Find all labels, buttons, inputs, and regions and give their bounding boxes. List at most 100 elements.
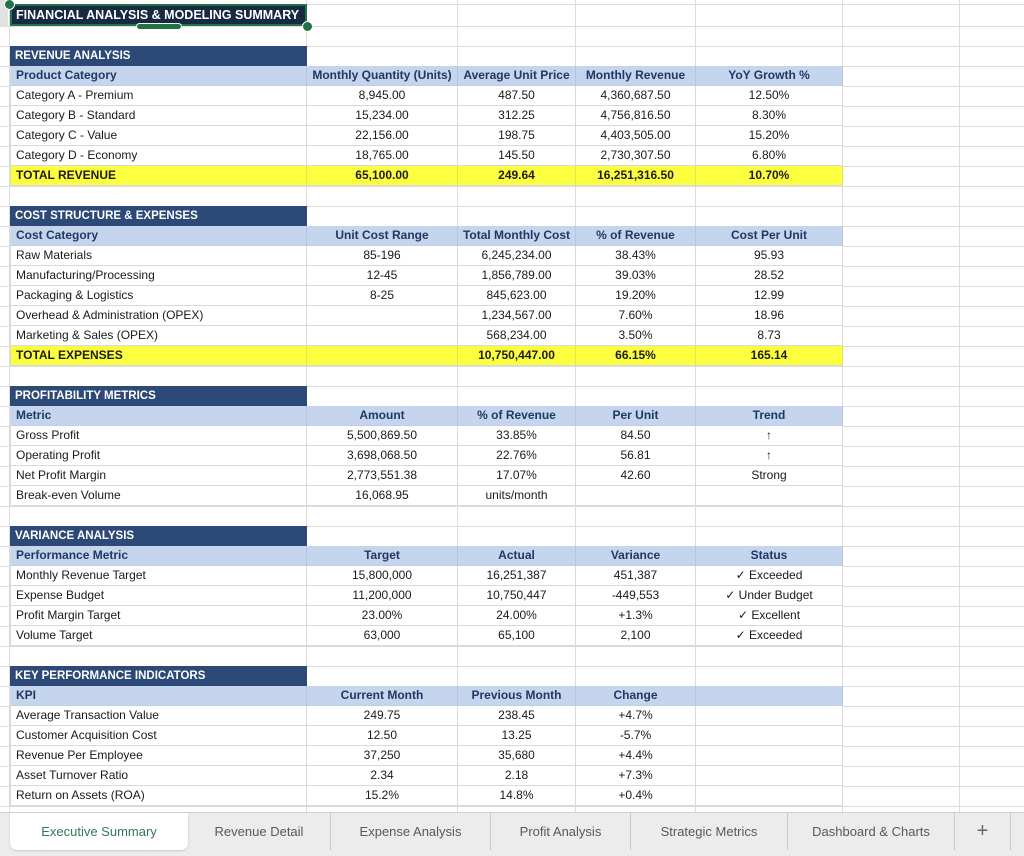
cell[interactable]: Net Profit Margin [10,466,307,486]
cell[interactable]: -5.7% [576,726,696,746]
cell[interactable]: 17.07% [458,466,576,486]
cell[interactable]: 12-45 [307,266,458,286]
cell[interactable]: -449,553 [576,586,696,606]
page-title[interactable]: FINANCIAL ANALYSIS & MODELING SUMMARY [10,4,307,26]
cell[interactable]: 15,800,000 [307,566,458,586]
add-sheet-button[interactable]: + [955,813,1011,850]
column-header[interactable] [696,686,843,706]
fill-handle[interactable] [136,23,182,30]
tab-dashboard-charts[interactable]: Dashboard & Charts [788,813,955,850]
section-header[interactable]: VARIANCE ANALYSIS [10,526,307,546]
cell[interactable]: 42.60 [576,466,696,486]
cell[interactable]: Profit Margin Target [10,606,307,626]
section-header[interactable]: REVENUE ANALYSIS [10,46,307,66]
cell[interactable]: Asset Turnover Ratio [10,766,307,786]
cell[interactable]: Packaging & Logistics [10,286,307,306]
column-header[interactable]: Unit Cost Range [307,226,458,246]
cell[interactable]: Average Transaction Value [10,706,307,726]
cell[interactable]: Strong [696,466,843,486]
tab-expense-analysis[interactable]: Expense Analysis [331,813,491,850]
cell[interactable]: 145.50 [458,146,576,166]
cell[interactable] [696,726,843,746]
cell[interactable]: 11,200,000 [307,586,458,606]
cell[interactable]: 845,623.00 [458,286,576,306]
cell[interactable]: Overhead & Administration (OPEX) [10,306,307,326]
cell[interactable]: 4,756,816.50 [576,106,696,126]
section-header[interactable]: KEY PERFORMANCE INDICATORS [10,666,307,686]
cell[interactable]: 6.80% [696,146,843,166]
cell[interactable]: 22,156.00 [307,126,458,146]
section-header[interactable]: PROFITABILITY METRICS [10,386,307,406]
cell[interactable] [696,486,843,506]
column-header[interactable]: Target [307,546,458,566]
cell[interactable]: 249.64 [458,166,576,186]
cell[interactable]: 13.25 [458,726,576,746]
cell[interactable]: 85-196 [307,246,458,266]
column-header[interactable]: Actual [458,546,576,566]
cell[interactable] [307,326,458,346]
cell[interactable]: 5,500,869.50 [307,426,458,446]
column-header[interactable]: Variance [576,546,696,566]
cell[interactable]: 38.43% [576,246,696,266]
cell[interactable]: Raw Materials [10,246,307,266]
cell[interactable]: 12.99 [696,286,843,306]
cell[interactable]: 238.45 [458,706,576,726]
cell[interactable]: 65,100 [458,626,576,646]
cell[interactable]: 66.15% [576,346,696,366]
cell[interactable]: 2,773,551.38 [307,466,458,486]
tab-revenue-detail[interactable]: Revenue Detail [188,813,331,850]
cell[interactable]: 16,251,387 [458,566,576,586]
status-badge[interactable]: ✓ Under Budget [696,586,843,606]
cell[interactable]: 312.25 [458,106,576,126]
selection-handle-icon[interactable] [302,21,313,32]
cell[interactable]: 12.50% [696,86,843,106]
cell[interactable]: 18.96 [696,306,843,326]
cell[interactable]: 15.2% [307,786,458,806]
column-header[interactable]: Status [696,546,843,566]
tab-strategic-metrics[interactable]: Strategic Metrics [631,813,788,850]
cell[interactable]: 10.70% [696,166,843,186]
cell[interactable]: 2,100 [576,626,696,646]
cell[interactable]: 63,000 [307,626,458,646]
cell[interactable]: 65,100.00 [307,166,458,186]
cell[interactable]: 16,068.95 [307,486,458,506]
cell[interactable]: Revenue Per Employee [10,746,307,766]
cell[interactable]: Manufacturing/Processing [10,266,307,286]
cell[interactable]: 8.30% [696,106,843,126]
cell[interactable]: 35,680 [458,746,576,766]
column-header[interactable]: Previous Month [458,686,576,706]
cell[interactable]: 39.03% [576,266,696,286]
tab-profit-analysis[interactable]: Profit Analysis [491,813,631,850]
cell[interactable]: 15,234.00 [307,106,458,126]
column-header[interactable]: Monthly Revenue [576,66,696,86]
cell[interactable]: 4,403,505.00 [576,126,696,146]
cell[interactable]: 2.18 [458,766,576,786]
cell[interactable]: 19.20% [576,286,696,306]
cell[interactable]: Category A - Premium [10,86,307,106]
cell[interactable] [696,706,843,726]
cell[interactable]: 84.50 [576,426,696,446]
column-header[interactable]: Amount [307,406,458,426]
cell[interactable]: 23.00% [307,606,458,626]
column-header[interactable]: % of Revenue [458,406,576,426]
cell[interactable]: Return on Assets (ROA) [10,786,307,806]
column-header[interactable]: Cost Per Unit [696,226,843,246]
cell[interactable]: 2.34 [307,766,458,786]
cell[interactable]: Category C - Value [10,126,307,146]
cell[interactable] [307,306,458,326]
column-header[interactable]: % of Revenue [576,226,696,246]
cell[interactable]: TOTAL REVENUE [10,166,307,186]
cell[interactable] [696,786,843,806]
cell[interactable]: 3,698,068.50 [307,446,458,466]
cell[interactable]: 10,750,447.00 [458,346,576,366]
cell[interactable]: 165.14 [696,346,843,366]
cell[interactable] [576,486,696,506]
tab-executive-summary[interactable]: Executive Summary [10,813,188,850]
cell[interactable]: 8,945.00 [307,86,458,106]
cell[interactable]: 1,856,789.00 [458,266,576,286]
cell[interactable]: 1,234,567.00 [458,306,576,326]
column-header[interactable]: Change [576,686,696,706]
column-header[interactable]: Trend [696,406,843,426]
cell[interactable]: 8-25 [307,286,458,306]
cell[interactable]: 487.50 [458,86,576,106]
